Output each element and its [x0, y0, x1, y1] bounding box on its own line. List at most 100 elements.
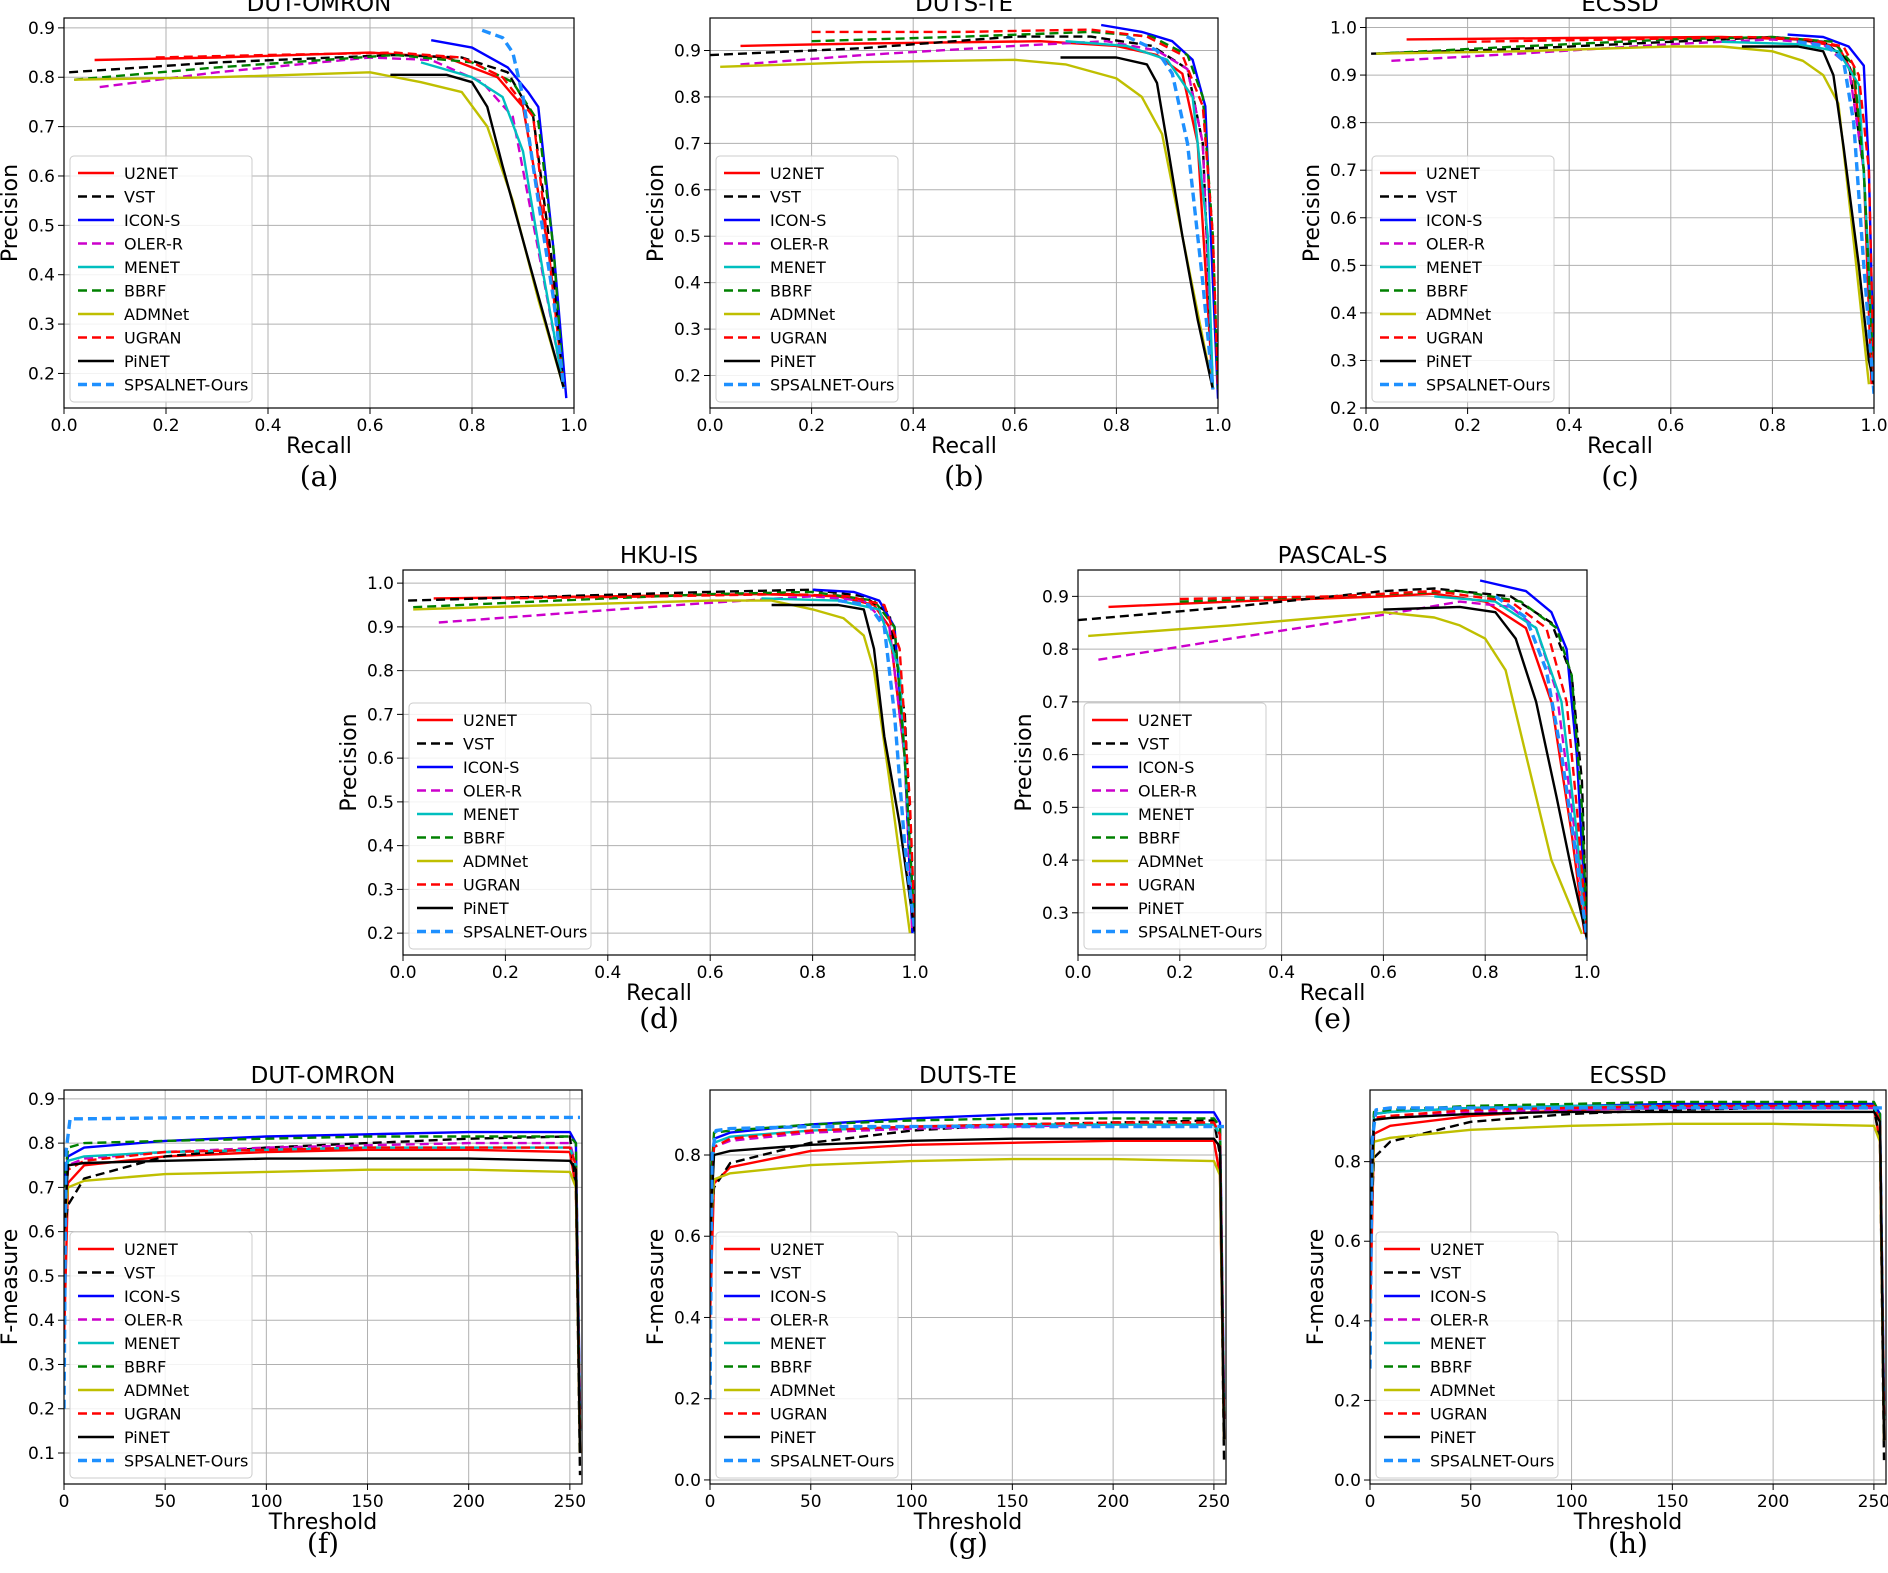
x-tick-label: 0.4: [254, 416, 281, 436]
x-tick-label: 0.8: [799, 963, 826, 983]
series-line-icon-s: [1100, 23, 1218, 399]
y-tick-label: 0.8: [1334, 1153, 1361, 1173]
y-tick-label: 0.3: [1330, 351, 1357, 371]
legend-label-bbrf: BBRF: [1430, 1358, 1472, 1377]
y-tick-label: 0.6: [674, 1227, 701, 1247]
legend-label-pinet: PiNET: [124, 352, 170, 371]
legend-label-icon-s: ICON-S: [124, 1287, 180, 1306]
y-tick-label: 0.3: [28, 1355, 55, 1375]
chart-title: HKU-IS: [620, 543, 698, 569]
x-tick-label: 0.0: [1352, 416, 1379, 436]
series-line-menet: [761, 597, 915, 934]
legend-label-bbrf: BBRF: [1426, 282, 1468, 301]
y-tick-label: 0.7: [28, 118, 55, 138]
y-tick-label: 0.3: [28, 315, 55, 335]
legend-label-menet: MENET: [770, 1334, 826, 1353]
series-line-vst: [64, 1135, 582, 1476]
legend-label-spsalnet-ours: SPSALNET-Ours: [124, 1452, 248, 1471]
series-line-spsalnet-ours: [837, 598, 915, 934]
legend-label-u2net: U2NET: [124, 1240, 178, 1259]
x-tick-label: 200: [1097, 1492, 1129, 1512]
legend-label-vst: VST: [1138, 735, 1169, 754]
y-tick-label: 0.6: [367, 749, 394, 769]
legend: U2NET VST ICON-S OLER-R MENET BBRF ADMNet UGRAN…: [715, 155, 899, 403]
plot-frame: [1369, 1089, 1887, 1485]
panel-caption: (d): [639, 1002, 679, 1035]
y-tick-label: 0.8: [674, 88, 701, 108]
y-tick-label: 0.4: [367, 837, 394, 857]
series-line-oler-r: [99, 56, 565, 389]
legend-label-pinet: PiNET: [1426, 352, 1472, 371]
y-tick-label: 0.7: [28, 1178, 55, 1198]
series-line-bbrf: [64, 1135, 582, 1431]
x-tick-label: 0.2: [492, 963, 519, 983]
legend-label-bbrf: BBRF: [124, 1358, 166, 1377]
series-line-icon-s: [1479, 579, 1587, 940]
plot-frame: [709, 1089, 1227, 1485]
y-tick-label: 0.5: [1330, 256, 1357, 276]
chart-panel-g: 0 50 100 150 200 250 0.0 0.2 0.4 0.6 0.8 DUTS-TE Thr…: [644, 1063, 1230, 1560]
series-line-vst: [710, 35, 1215, 390]
legend-label-pinet: PiNET: [463, 899, 509, 918]
x-tick-label: 0.2: [1166, 963, 1193, 983]
legend-label-admnet: ADMNet: [770, 305, 835, 324]
y-axis-label: F-measure: [0, 1229, 23, 1346]
legend-label-ugran: UGRAN: [463, 876, 521, 895]
y-tick-label: 0.4: [674, 1308, 701, 1328]
y-tick-label: 0.9: [674, 42, 701, 62]
series-line-bbrf: [710, 1117, 1226, 1420]
legend-label-icon-s: ICON-S: [1430, 1287, 1486, 1306]
chart-panel-f: 0 50 100 150 200 250 0.1 0.2 0.3 0.4 0.5 0.6 0.7 0.8 0…: [0, 1063, 586, 1560]
x-tick-label: 0.4: [594, 963, 621, 983]
y-tick-label: 0.6: [28, 1223, 55, 1243]
y-tick-label: 0.0: [1334, 1471, 1361, 1491]
x-axis-label: Recall: [626, 981, 692, 1006]
series-line-bbrf: [811, 30, 1218, 390]
legend-label-pinet: PiNET: [1138, 899, 1184, 918]
legend-label-ugran: UGRAN: [1430, 1405, 1488, 1424]
y-axis-label: F-measure: [1304, 1229, 1329, 1346]
x-tick-label: 0.8: [1759, 416, 1786, 436]
legend-label-oler-r: OLER-R: [770, 1311, 829, 1330]
legend-box: [69, 1231, 253, 1479]
plot-frame: [709, 17, 1219, 409]
chart-title: DUT-OMRON: [251, 1063, 396, 1089]
y-axis-label: Precision: [1300, 164, 1325, 262]
y-axis-label: Precision: [644, 164, 669, 262]
legend-label-u2net: U2NET: [463, 711, 517, 730]
series-line-menet: [420, 61, 565, 389]
legend: U2NET VST ICON-S OLER-R MENET BBRF ADMNet UGRAN…: [69, 155, 253, 403]
legend-label-menet: MENET: [1430, 1334, 1486, 1353]
legend-label-spsalnet-ours: SPSALNET-Ours: [770, 376, 894, 395]
y-tick-label: 0.4: [674, 274, 701, 294]
legend: U2NET VST ICON-S OLER-R MENET BBRF ADMNet UGRAN…: [715, 1231, 899, 1479]
x-tick-label: 0.0: [696, 416, 723, 436]
y-tick-label: 0.4: [1330, 304, 1357, 324]
legend-label-u2net: U2NET: [1430, 1240, 1484, 1259]
series-line-spsalnet-ours: [1370, 1106, 1884, 1369]
plot-frame: [1077, 569, 1588, 956]
legend-box: [715, 155, 899, 403]
series-line-bbrf: [413, 590, 915, 934]
legend-label-vst: VST: [1430, 1264, 1461, 1283]
legend-label-admnet: ADMNet: [1138, 852, 1203, 871]
y-tick-label: 0.4: [28, 1311, 55, 1331]
x-tick-label: 150: [996, 1492, 1028, 1512]
series-line-oler-r: [438, 595, 914, 934]
plot-frame: [63, 17, 575, 409]
x-tick-label: 200: [452, 1492, 484, 1512]
x-tick-label: 0.8: [1103, 416, 1130, 436]
legend-label-admnet: ADMNet: [463, 852, 528, 871]
x-axis-label: Threshold: [1573, 1510, 1682, 1535]
panel-caption: (b): [944, 460, 984, 493]
legend-label-ugran: UGRAN: [770, 1405, 828, 1424]
x-tick-label: 150: [1656, 1492, 1688, 1512]
y-tick-label: 0.2: [367, 924, 394, 944]
y-tick-label: 0.6: [674, 181, 701, 201]
y-tick-label: 0.5: [28, 1267, 55, 1287]
y-tick-label: 0.2: [1330, 399, 1357, 419]
series-line-ugran: [710, 1121, 1226, 1420]
legend-label-oler-r: OLER-R: [1430, 1311, 1489, 1330]
chart-panel-h: 0 50 100 150 200 250 0.0 0.2 0.4 0.6 0.8 ECSSD Thres…: [1304, 1063, 1888, 1560]
chart-title: DUTS-TE: [915, 0, 1013, 17]
